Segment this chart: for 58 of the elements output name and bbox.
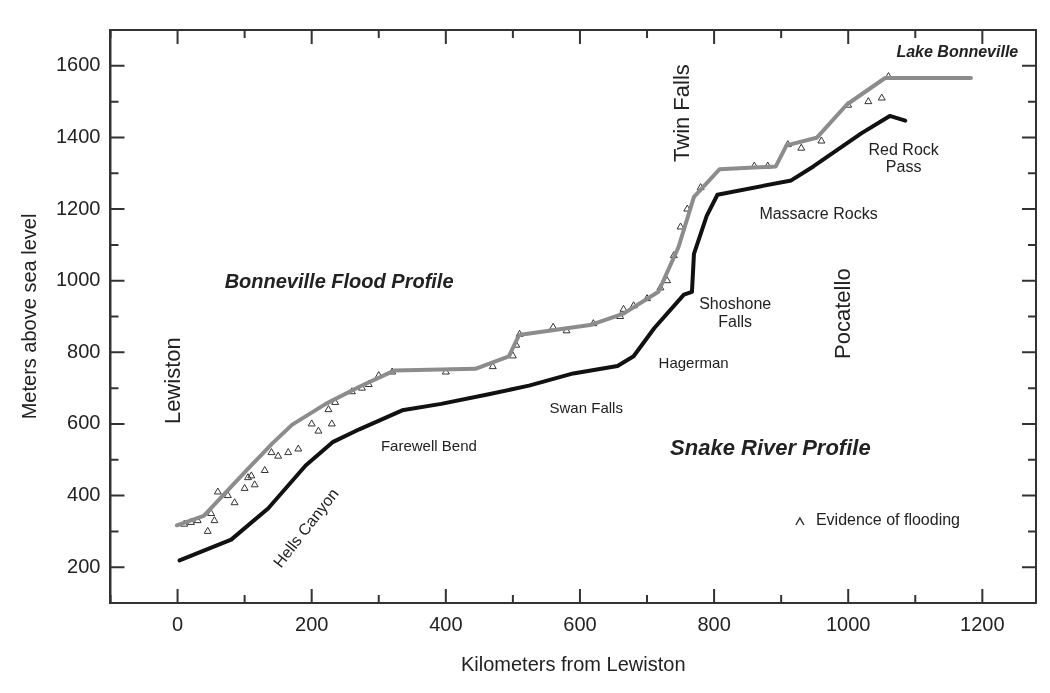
- y-tick-label: 800: [67, 339, 101, 362]
- point: [284, 448, 293, 456]
- y-tick-label: 600: [67, 411, 101, 434]
- point: [247, 471, 256, 479]
- x-axis-title: Kilometers from Lewiston: [460, 652, 686, 675]
- legend-label: Evidence of flooding: [815, 511, 961, 529]
- point: [629, 301, 638, 309]
- point: [240, 483, 249, 491]
- annotation: Farewell Bend: [380, 436, 477, 454]
- point: [223, 491, 232, 499]
- annotation: Bonneville Flood Profile: [224, 269, 454, 292]
- annotation: Lake Bonneville: [896, 43, 1019, 61]
- point: [203, 526, 212, 534]
- point: [324, 405, 333, 413]
- x-tick-label: 400: [429, 612, 463, 635]
- annotation: Swan Falls: [549, 399, 623, 417]
- annotation: Red Rock Pass: [868, 140, 940, 176]
- point: [877, 93, 886, 101]
- annotation: Twin Falls: [669, 64, 695, 162]
- annotation: Shoshone Falls: [699, 295, 772, 330]
- point: [307, 419, 316, 427]
- point: [864, 97, 873, 105]
- point: [250, 480, 259, 488]
- point: [669, 251, 678, 259]
- point: [294, 444, 303, 452]
- x-tick-label: 800: [697, 612, 731, 635]
- y-tick-label: 200: [67, 554, 101, 577]
- point: [260, 465, 269, 473]
- point: [663, 276, 672, 284]
- annotation: Lewiston: [160, 337, 186, 425]
- point: [619, 304, 628, 312]
- y-tick-label: 1000: [55, 268, 101, 291]
- point: [267, 448, 276, 456]
- annotation: Snake River Profile: [670, 435, 871, 461]
- y-tick-label: 1400: [55, 124, 101, 147]
- y-tick-label: 400: [67, 483, 101, 506]
- x-tick-label: 0: [172, 612, 184, 635]
- point: [549, 322, 558, 330]
- point: [230, 498, 239, 506]
- point: [797, 143, 806, 151]
- annotation: Pocatello: [829, 268, 855, 359]
- annotation: Hagerman: [658, 354, 729, 372]
- point: [210, 516, 219, 524]
- point: [244, 473, 252, 481]
- point: [817, 136, 826, 144]
- annotation: Massacre Rocks: [759, 204, 878, 222]
- point: [314, 426, 323, 434]
- point: [508, 351, 517, 359]
- point: [327, 419, 336, 427]
- x-tick-label: 600: [563, 612, 597, 635]
- y-tick-label: 1600: [55, 53, 101, 76]
- point: [213, 487, 222, 495]
- x-tick-label: 200: [295, 612, 329, 635]
- y-tick-label: 1200: [55, 196, 101, 219]
- point: [274, 451, 283, 459]
- y-axis-title: Meters above sea level: [17, 213, 40, 420]
- x-tick-label: 1000: [825, 612, 871, 635]
- x-tick-label: 1200: [960, 612, 1005, 635]
